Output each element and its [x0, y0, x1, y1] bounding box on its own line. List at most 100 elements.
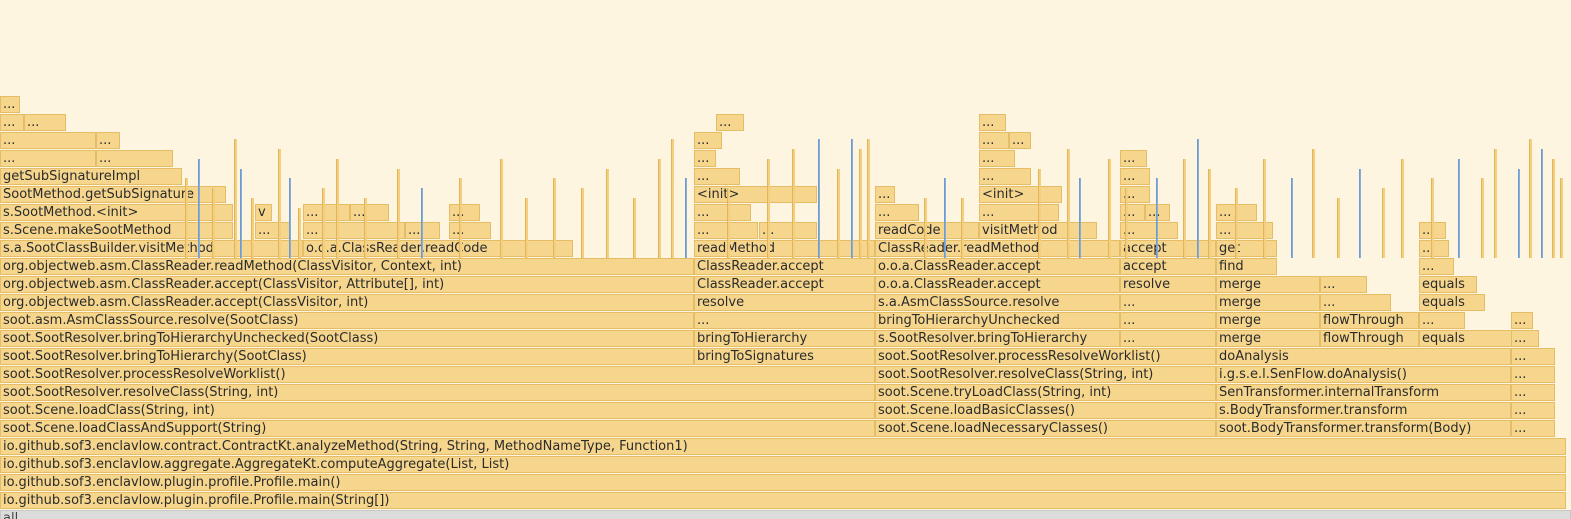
- stack-frame[interactable]: <init>: [979, 186, 1062, 203]
- stack-frame[interactable]: ...: [1120, 330, 1216, 347]
- narrow-frame-stack[interactable]: [1337, 198, 1340, 258]
- narrow-frame-stack[interactable]: [289, 178, 291, 258]
- stack-frame[interactable]: getSubSignatureImpl: [0, 168, 182, 185]
- stack-frame[interactable]: ...: [694, 168, 740, 185]
- stack-frame[interactable]: s.SootResolver.bringToHierarchy: [875, 330, 1120, 347]
- stack-frame[interactable]: s.Scene.makeSootMethod: [0, 222, 233, 239]
- stack-frame[interactable]: ...: [979, 150, 1015, 167]
- narrow-frame-stack[interactable]: [336, 158, 339, 258]
- stack-frame[interactable]: ...: [1320, 276, 1367, 293]
- stack-frame[interactable]: ...: [1320, 294, 1391, 311]
- narrow-frame-stack[interactable]: [671, 138, 674, 258]
- stack-frame[interactable]: merge: [1216, 312, 1320, 329]
- narrow-frame-stack[interactable]: [322, 188, 325, 258]
- stack-frame[interactable]: readMethod: [694, 240, 875, 257]
- stack-frame[interactable]: ...: [694, 132, 722, 149]
- stack-frame[interactable]: soot.SootResolver.resolveClass(String, i…: [875, 366, 1216, 383]
- narrow-frame-stack[interactable]: [1197, 138, 1199, 258]
- stack-frame[interactable]: soot.SootResolver.resolveClass(String, i…: [0, 384, 875, 401]
- stack-frame[interactable]: s.a.AsmClassSource.resolve: [875, 294, 1120, 311]
- narrow-frame-stack[interactable]: [1431, 178, 1434, 258]
- stack-frame[interactable]: soot.Scene.loadBasicClasses(): [875, 402, 1216, 419]
- stack-frame[interactable]: ClassReader.accept: [694, 276, 875, 293]
- narrow-frame-stack[interactable]: [1552, 158, 1555, 258]
- stack-frame[interactable]: merge: [1216, 294, 1320, 311]
- stack-frame[interactable]: bringToHierarchy: [694, 330, 875, 347]
- stack-frame[interactable]: soot.asm.AsmClassSource.resolve(SootClas…: [0, 312, 694, 329]
- narrow-frame-stack[interactable]: [185, 178, 188, 258]
- narrow-frame-stack[interactable]: [500, 158, 503, 258]
- stack-frame[interactable]: soot.BodyTransformer.transform(Body): [1216, 420, 1511, 437]
- stack-frame[interactable]: ...: [1511, 312, 1533, 329]
- narrow-frame-stack[interactable]: [525, 198, 528, 258]
- narrow-frame-stack[interactable]: [421, 188, 423, 258]
- narrow-frame-stack[interactable]: [1038, 168, 1041, 258]
- stack-frame[interactable]: ...: [1511, 384, 1555, 401]
- stack-frame[interactable]: bringToHierarchyUnchecked: [875, 312, 1120, 329]
- stack-frame[interactable]: io.github.sof3.enclavlow.contract.Contra…: [0, 438, 1566, 455]
- stack-frame[interactable]: equals: [1419, 276, 1477, 293]
- narrow-frame-stack[interactable]: [581, 188, 584, 258]
- stack-frame[interactable]: io.github.sof3.enclavlow.plugin.profile.…: [0, 474, 1566, 491]
- stack-frame[interactable]: ...: [716, 114, 744, 131]
- stack-frame[interactable]: soot.SootResolver.bringToHierarchy(SootC…: [0, 348, 694, 365]
- stack-frame[interactable]: ...: [1009, 132, 1031, 149]
- stack-frame[interactable]: ...: [1511, 348, 1555, 365]
- narrow-frame-stack[interactable]: [1125, 188, 1128, 258]
- stack-frame[interactable]: bringToSignatures: [694, 348, 875, 365]
- stack-frame[interactable]: ...: [1511, 330, 1539, 347]
- narrow-frame-stack[interactable]: [1183, 158, 1186, 258]
- stack-frame[interactable]: soot.Scene.tryLoadClass(String, int): [875, 384, 1216, 401]
- narrow-frame-stack[interactable]: [1359, 168, 1361, 258]
- narrow-frame-stack[interactable]: [851, 138, 853, 258]
- narrow-frame-stack[interactable]: [240, 168, 242, 258]
- narrow-frame-stack[interactable]: [818, 138, 820, 258]
- stack-frame[interactable]: soot.Scene.loadClassAndSupport(String): [0, 420, 875, 437]
- stack-frame[interactable]: ...: [1419, 240, 1449, 257]
- stack-frame[interactable]: ClassReader.readMethod: [875, 240, 1120, 257]
- stack-frame[interactable]: s.BodyTransformer.transform: [1216, 402, 1511, 419]
- stack-frame[interactable]: ...: [0, 132, 96, 149]
- stack-frame[interactable]: ...: [0, 114, 24, 131]
- stack-frame[interactable]: io.github.sof3.enclavlow.aggregate.Aggre…: [0, 456, 1566, 473]
- stack-frame[interactable]: ...: [759, 222, 817, 239]
- narrow-frame-stack[interactable]: [1401, 158, 1404, 258]
- stack-frame[interactable]: ...: [303, 222, 405, 239]
- stack-frame[interactable]: merge: [1216, 330, 1320, 347]
- stack-frame[interactable]: SootMethod.getSubSignature: [0, 186, 226, 203]
- narrow-frame-stack[interactable]: [1079, 178, 1081, 258]
- stack-frame[interactable]: find: [1216, 258, 1277, 275]
- narrow-frame-stack[interactable]: [397, 168, 400, 258]
- stack-frame[interactable]: ...: [1120, 204, 1145, 221]
- stack-frame[interactable]: o.o.a.ClassReader.readCode: [303, 240, 573, 257]
- stack-frame[interactable]: ...: [1511, 402, 1555, 419]
- narrow-frame-stack[interactable]: [459, 178, 462, 258]
- stack-frame[interactable]: v: [255, 204, 272, 221]
- stack-frame[interactable]: ...: [255, 222, 290, 239]
- narrow-frame-stack[interactable]: [1156, 178, 1158, 258]
- narrow-frame-stack[interactable]: [859, 148, 862, 258]
- stack-frame[interactable]: ...: [449, 204, 480, 221]
- narrow-frame-stack[interactable]: [553, 178, 556, 258]
- narrow-frame-stack[interactable]: [298, 208, 301, 258]
- stack-frame[interactable]: ...: [1120, 312, 1216, 329]
- narrow-frame-stack[interactable]: [727, 188, 730, 258]
- stack-frame[interactable]: equals: [1419, 294, 1485, 311]
- stack-frame[interactable]: ...: [350, 204, 389, 221]
- narrow-frame-stack[interactable]: [251, 198, 254, 258]
- stack-frame[interactable]: ...: [694, 204, 751, 221]
- stack-frame[interactable]: resolve: [694, 294, 875, 311]
- frame-root[interactable]: all: [0, 510, 1571, 519]
- stack-frame[interactable]: soot.SootResolver.bringToHierarchyUnchec…: [0, 330, 694, 347]
- stack-frame[interactable]: ...: [1419, 312, 1465, 329]
- narrow-frame-stack[interactable]: [1458, 158, 1460, 258]
- stack-frame[interactable]: ...: [1120, 294, 1216, 311]
- stack-frame[interactable]: ...: [875, 204, 919, 221]
- stack-frame[interactable]: o.o.a.ClassReader.accept: [875, 276, 1120, 293]
- stack-frame[interactable]: soot.SootResolver.processResolveWorklist…: [875, 348, 1216, 365]
- stack-frame[interactable]: resolve: [1120, 276, 1216, 293]
- stack-frame[interactable]: doAnalysis: [1216, 348, 1511, 365]
- narrow-frame-stack[interactable]: [1541, 148, 1543, 258]
- narrow-frame-stack[interactable]: [1208, 168, 1211, 258]
- stack-frame[interactable]: io.github.sof3.enclavlow.plugin.profile.…: [0, 492, 1566, 509]
